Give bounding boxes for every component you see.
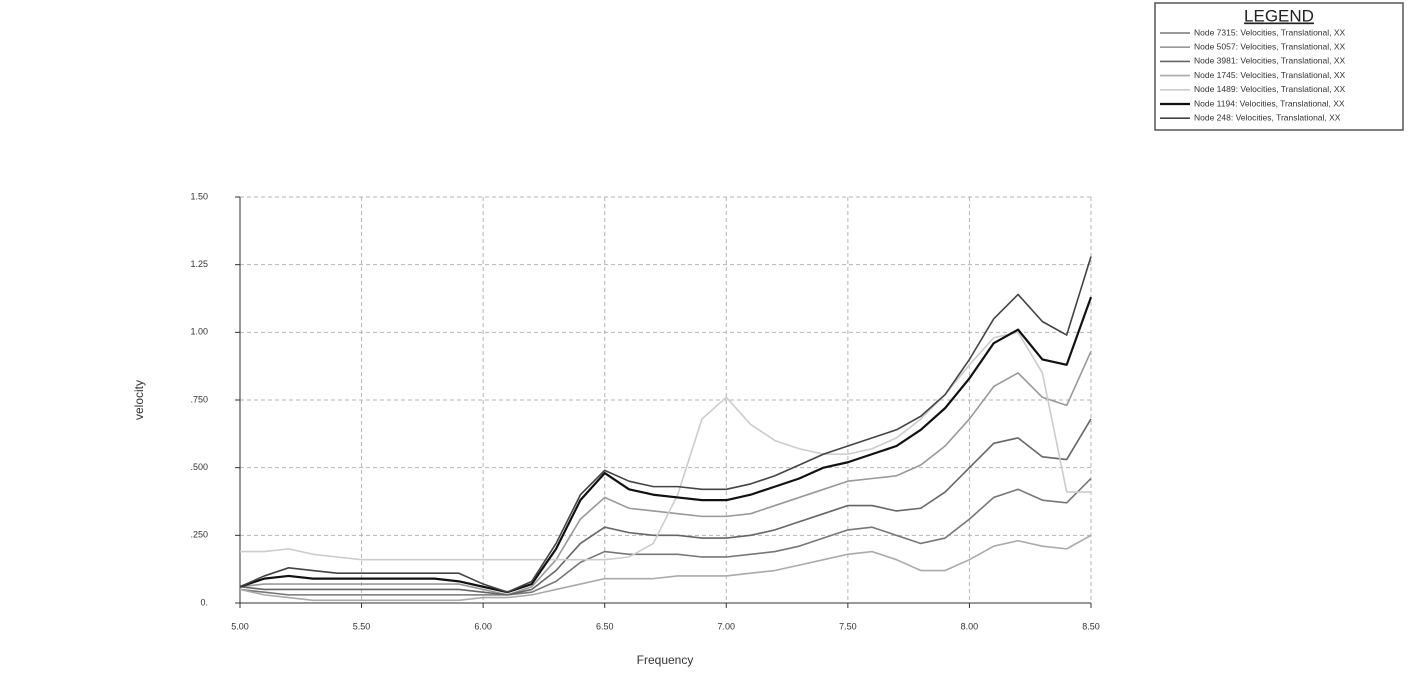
legend-label: Node 1194: Velocities, Translational, XX <box>1194 98 1345 108</box>
legend-label: Node 1489: Velocities, Translational, XX <box>1194 84 1346 94</box>
x-tick-label: 6.50 <box>596 621 614 631</box>
legend-label: Node 5057: Velocities, Translational, XX <box>1194 41 1346 51</box>
legend-label: Node 248: Velocities, Translational, XX <box>1194 112 1341 122</box>
y-tick-label: .750 <box>190 394 208 404</box>
series-line <box>239 418 1092 596</box>
legend-box <box>1154 2 1404 131</box>
legend-title: LEGEND <box>1244 6 1314 25</box>
y-axis-title: velocity <box>132 380 146 420</box>
x-tick-label: 5.50 <box>353 621 371 631</box>
series-line <box>239 256 1092 593</box>
y-tick-label: 1.25 <box>190 259 208 269</box>
series-line <box>240 331 1091 561</box>
x-axis-title: Frequency <box>637 653 694 667</box>
series-line <box>239 350 1092 596</box>
y-tick-label: .500 <box>190 462 208 472</box>
legend-label: Node 1745: Velocities, Translational, XX <box>1194 70 1346 80</box>
x-tick-label: 8.50 <box>1082 621 1100 631</box>
legend-label: Node 7315: Velocities, Translational, XX <box>1194 27 1346 37</box>
x-tick-label: 7.50 <box>839 621 857 631</box>
x-tick-label: 8.00 <box>961 621 979 631</box>
x-tick-label: 5.00 <box>231 621 249 631</box>
x-tick-label: 6.00 <box>474 621 492 631</box>
series-line <box>239 477 1092 596</box>
series-line <box>239 534 1092 602</box>
series-line <box>239 296 1093 594</box>
y-tick-label: 1.00 <box>190 327 208 337</box>
y-tick-label: .250 <box>190 530 208 540</box>
legend-label: Node 3981: Velocities, Translational, XX <box>1194 56 1346 66</box>
y-tick-label: 0. <box>200 597 208 607</box>
x-tick-label: 7.00 <box>718 621 736 631</box>
y-tick-label: 1.50 <box>190 191 208 201</box>
